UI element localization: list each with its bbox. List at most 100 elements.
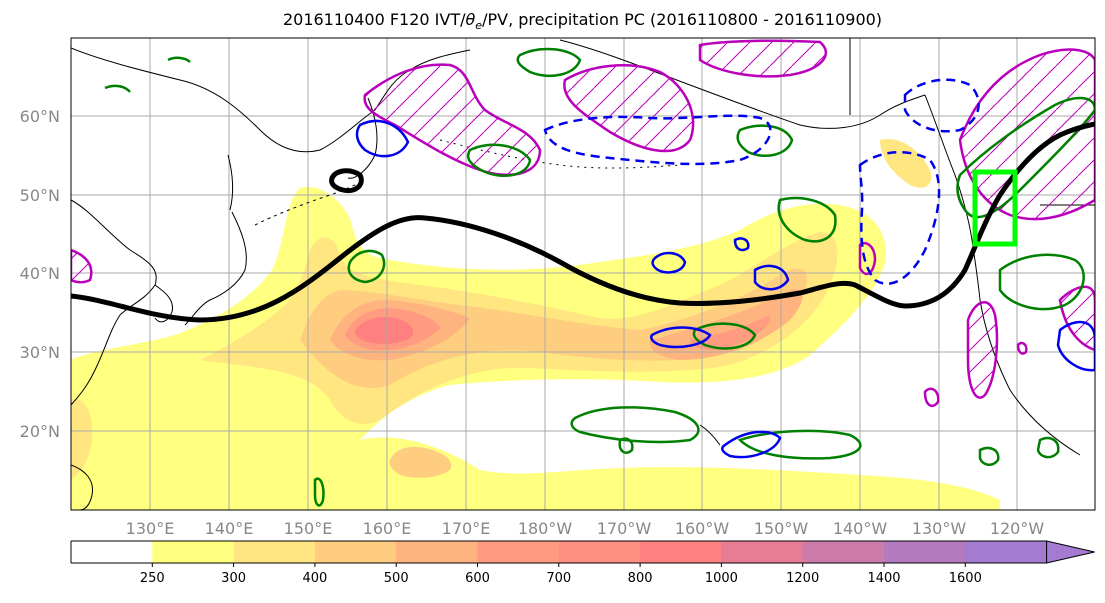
ivt-region-700 (355, 316, 414, 344)
pv-contour-small-3 (1016, 341, 1028, 355)
map-title: 2016110400 F120 IVT/θe/PV, precipitation… (0, 10, 1105, 32)
colorbar-tick-label: 1200 (786, 571, 819, 586)
colorbar-tick-label: 1600 (949, 571, 982, 586)
lon-label: 140°E (205, 519, 254, 538)
title-theta-subscript: e (475, 19, 483, 33)
lon-label: 120°W (990, 519, 1045, 538)
pv-contour-small (858, 241, 877, 276)
colorbar-tick-label: 1400 (867, 571, 900, 586)
jet-contour-group (71, 121, 1095, 323)
lat-label: 60°N (20, 107, 60, 126)
colorbar-segment (314, 541, 397, 563)
theta-e-green-4 (777, 196, 837, 243)
colorbar: 250 300 400 500 600 700 800 1000 1200 1400 1600 (70, 540, 1095, 586)
theta-e-blue-6 (1056, 320, 1095, 372)
theta-e-blue-4 (753, 264, 790, 291)
theta-e-green-12 (313, 477, 325, 507)
title-theta: θ (465, 10, 476, 29)
ivt-region-east-700 (690, 315, 771, 350)
lat-label: 20°N (20, 422, 60, 441)
theta-e-green-16 (978, 446, 1000, 466)
theta-e-green-10 (692, 322, 757, 350)
lon-label: 160°E (363, 519, 412, 538)
theta-e-green-2 (570, 406, 700, 444)
target-region-box (972, 169, 1018, 247)
colorbar-tick-label: 700 (546, 571, 571, 586)
lon-label: 150°E (284, 519, 333, 538)
title-prefix: 2016110400 F120 IVT/ (282, 10, 466, 29)
coastline-philippines (71, 464, 94, 510)
lon-label: 140°W (833, 519, 888, 538)
colorbar-tick-label: 600 (465, 571, 490, 586)
colorbar-segment (884, 541, 966, 563)
jet-contour (71, 121, 1095, 323)
lon-label: 150°W (754, 519, 809, 538)
colorbar-segment (640, 541, 722, 563)
pv-contour-gulf (563, 64, 695, 153)
theta-e-blue-3 (721, 430, 782, 459)
colorbar-tick-label: 800 (628, 571, 653, 586)
colorbar-tick-label: 400 (302, 571, 327, 586)
colorbar-segment (71, 541, 153, 563)
pv-contour-north (698, 39, 827, 78)
pv-contour-bc (958, 48, 1095, 221)
theta-e-green-6 (516, 47, 582, 77)
lon-label: 130°E (126, 519, 175, 538)
theta-e-blue-1 (651, 251, 687, 274)
theta-e-blue-2 (650, 326, 712, 349)
ivt-region-westcoast (880, 139, 932, 188)
colorbar-segment (721, 541, 804, 563)
colorbar-segment (802, 541, 885, 563)
theta-e-blue-5 (355, 119, 410, 158)
title-suffix: /PV, precipitation PC (2016110800 - 2016… (482, 10, 883, 29)
lon-label: 180°W (518, 519, 573, 538)
coastline-japan (184, 211, 247, 326)
lat-label: 40°N (20, 264, 60, 283)
theta-e-green-1 (347, 249, 386, 284)
ivt-region-west-edge (71, 398, 93, 480)
jet-contour-closed (329, 168, 364, 194)
pv-contours (71, 39, 1095, 408)
longitude-labels: 130°E 140°E 150°E 160°E 170°E 180°W 170°… (126, 519, 1045, 538)
colorbar-segment (477, 541, 560, 563)
theta-e-positive-contours (104, 47, 1095, 507)
lon-label: 170°E (442, 519, 491, 538)
theta-e-green-3 (737, 429, 862, 460)
pv-contour-small-2 (923, 387, 940, 408)
theta-e-negative-contours (355, 78, 1095, 459)
theta-e-green-11 (1036, 436, 1060, 459)
lon-label: 130°W (912, 519, 967, 538)
coastline-korea (154, 284, 174, 323)
coastline-canada-west (924, 94, 981, 301)
colorbar-segment (233, 541, 316, 563)
colorbar-segment (965, 541, 1048, 563)
lon-label: 160°W (675, 519, 730, 538)
theta-e-green-8 (956, 96, 1095, 219)
latitude-labels: 60°N 50°N 40°N 30°N 20°N (20, 107, 60, 441)
colorbar-tick-label: 1000 (705, 571, 738, 586)
theta-e-green-15 (167, 56, 191, 63)
lat-label: 50°N (20, 186, 60, 205)
colorbar-tick-label: 250 (140, 571, 165, 586)
colorbar-tick-label: 500 (384, 571, 409, 586)
theta-e-green-14 (104, 84, 131, 93)
coastline-hawaii (699, 424, 721, 446)
lat-label: 30°N (20, 343, 60, 362)
theta-e-green-5 (466, 143, 532, 177)
theta-e-green-9 (998, 253, 1085, 311)
ivt-region-south (389, 446, 452, 478)
lon-label: 170°W (597, 519, 652, 538)
colorbar-extend-arrow (1046, 540, 1095, 564)
map-frame (70, 37, 1096, 511)
colorbar-segment (396, 541, 478, 563)
coastline-china (71, 199, 157, 406)
theta-e-blue-dashed-coast (858, 150, 941, 285)
theta-e-blue-dashed-north (903, 78, 980, 133)
pv-contour-aleutian (363, 63, 542, 177)
colorbar-tick-label: 300 (221, 571, 246, 586)
theta-e-blue-7 (733, 237, 750, 252)
colorbar-segment (152, 541, 235, 563)
pv-contour-asia (71, 248, 93, 284)
theta-e-blue-dashed-gulf (543, 114, 772, 166)
